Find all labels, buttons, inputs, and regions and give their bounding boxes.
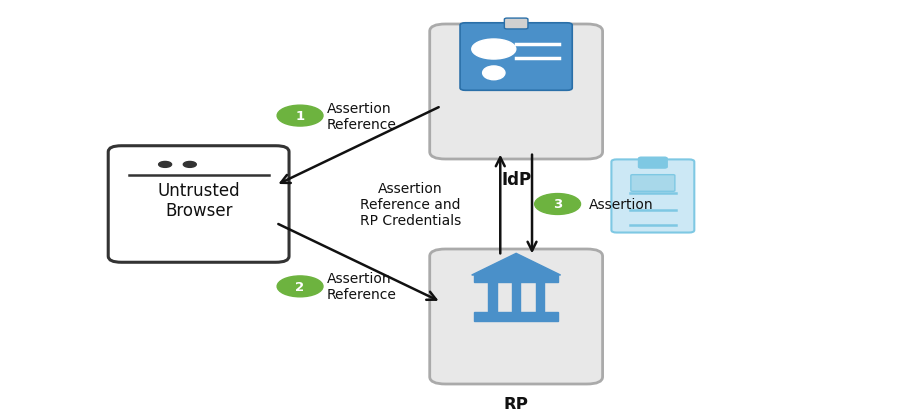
Circle shape — [277, 106, 323, 127]
Text: 2: 2 — [295, 280, 304, 293]
Text: 1: 1 — [295, 110, 304, 123]
Bar — [473, 312, 559, 321]
Circle shape — [277, 276, 323, 297]
FancyBboxPatch shape — [611, 160, 694, 233]
Text: 3: 3 — [553, 198, 562, 211]
Bar — [488, 282, 497, 312]
Circle shape — [472, 40, 516, 60]
Bar — [536, 282, 544, 312]
FancyBboxPatch shape — [429, 25, 603, 160]
FancyBboxPatch shape — [639, 158, 667, 169]
Circle shape — [158, 162, 172, 168]
Text: Untrusted
Browser: Untrusted Browser — [158, 181, 240, 220]
Text: Assertion
Reference: Assertion Reference — [327, 272, 396, 302]
FancyBboxPatch shape — [460, 24, 572, 91]
Ellipse shape — [482, 67, 505, 81]
Circle shape — [535, 194, 581, 215]
Text: IdP: IdP — [501, 171, 531, 189]
Bar — [512, 282, 520, 312]
FancyBboxPatch shape — [429, 249, 603, 384]
FancyBboxPatch shape — [631, 175, 675, 192]
FancyBboxPatch shape — [504, 19, 528, 30]
Text: Assertion
Reference and
RP Credentials: Assertion Reference and RP Credentials — [360, 181, 461, 228]
Bar — [473, 275, 559, 282]
Polygon shape — [472, 254, 561, 275]
Text: RP: RP — [504, 395, 528, 409]
Text: Assertion: Assertion — [590, 198, 654, 211]
Circle shape — [184, 162, 196, 168]
Text: Assertion
Reference: Assertion Reference — [327, 101, 396, 131]
FancyBboxPatch shape — [108, 146, 289, 263]
